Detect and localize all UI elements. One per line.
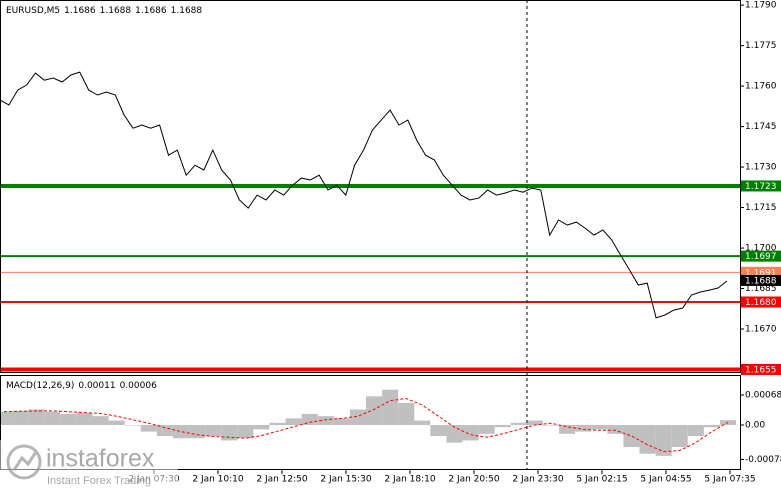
macd-bar bbox=[687, 424, 704, 437]
macd-bar bbox=[430, 424, 447, 437]
level-tag bbox=[741, 363, 781, 375]
current-price-label: 1.1688 bbox=[745, 276, 777, 286]
macd-bar bbox=[333, 418, 350, 425]
macd-bar bbox=[494, 424, 511, 428]
watermark-tagline: Instant Forex Trading bbox=[47, 475, 151, 487]
macd-bar bbox=[703, 424, 720, 428]
macd-bar bbox=[623, 424, 640, 448]
macd-bar bbox=[140, 424, 157, 432]
macd-bar bbox=[317, 416, 334, 425]
x-tick-label: 2 Jan 15:30 bbox=[320, 475, 372, 485]
x-tick-label: 2 Jan 20:50 bbox=[448, 475, 500, 485]
level-tag bbox=[741, 296, 781, 308]
macd-bar bbox=[124, 424, 141, 426]
macd-bar bbox=[575, 424, 592, 432]
x-tick-label: 2 Jan 10:10 bbox=[192, 475, 244, 485]
y-tick-label: 1.1685 bbox=[745, 284, 777, 294]
y-tick-label: 1.1790 bbox=[745, 1, 777, 11]
macd-bar bbox=[366, 396, 383, 425]
x-tick-label: 5 Jan 04:55 bbox=[640, 475, 691, 485]
x-tick-label: 2 Jan 12:50 bbox=[256, 475, 308, 485]
macd-value: 0.00011 bbox=[78, 381, 115, 391]
ohlc-value: 1.1688 bbox=[100, 6, 132, 16]
level-label: 1.1691 bbox=[745, 268, 777, 278]
macd-bar bbox=[301, 413, 318, 425]
macd-bar bbox=[510, 422, 527, 425]
y-tick-label: -0.00078 bbox=[745, 455, 781, 465]
y-tick-label: 1.1760 bbox=[745, 82, 777, 92]
price-frame bbox=[0, 0, 741, 373]
level-tag bbox=[741, 266, 781, 278]
logo-ring bbox=[6, 444, 42, 480]
logo-arrow bbox=[12, 451, 38, 471]
macd-bar bbox=[639, 424, 656, 454]
macd-header: MACD(12,26,9) 0.00011 0.00006 bbox=[6, 381, 157, 391]
macd-bar bbox=[478, 424, 495, 434]
macd-bar bbox=[28, 409, 45, 425]
macd-bar bbox=[172, 424, 190, 439]
macd-bar bbox=[382, 389, 399, 425]
level-tag bbox=[741, 250, 781, 262]
y-tick-label: 1.1670 bbox=[745, 325, 777, 335]
macd-bar bbox=[205, 424, 222, 437]
macd-bar bbox=[253, 424, 270, 430]
macd-bar bbox=[559, 424, 576, 434]
y-tick-label: 0.00 bbox=[745, 420, 765, 430]
macd-bar bbox=[285, 418, 302, 425]
macd-bar bbox=[349, 409, 366, 425]
macd-bar bbox=[221, 424, 238, 441]
macd-bar bbox=[189, 424, 206, 439]
macd-bar bbox=[76, 412, 93, 425]
y-tick-label: 0.00068 bbox=[745, 390, 781, 400]
macd-bar bbox=[156, 424, 173, 437]
chart-title: EURUSD,M5 bbox=[6, 6, 60, 16]
y-tick-label: 1.1775 bbox=[745, 41, 777, 51]
macd-bar bbox=[44, 411, 61, 425]
signal-line bbox=[3, 397, 729, 453]
macd-bar bbox=[462, 424, 479, 441]
macd-bar bbox=[237, 424, 254, 439]
x-tick-label: 5 Jan 07:35 bbox=[704, 475, 755, 485]
macd-bar bbox=[542, 424, 560, 426]
level-label: 1.1680 bbox=[745, 298, 777, 308]
ohlc-value: 1.1686 bbox=[64, 6, 96, 16]
macd-bar bbox=[591, 424, 608, 430]
watermark-brand: instaforex bbox=[46, 445, 155, 473]
macd-bar bbox=[12, 410, 29, 425]
macd-bar bbox=[0, 411, 13, 425]
x-tick-label: 2 Jan 18:10 bbox=[384, 475, 436, 485]
macd-frame bbox=[0, 375, 741, 470]
macd-bar bbox=[269, 422, 286, 425]
macd-bar bbox=[671, 424, 688, 448]
y-tick-label: 1.1730 bbox=[745, 163, 777, 173]
x-tick-label: 5 Jan 02:15 bbox=[576, 475, 627, 485]
macd-bar bbox=[414, 420, 431, 425]
macd-bar bbox=[92, 416, 109, 425]
y-tick-label: 1.1700 bbox=[745, 244, 777, 254]
signal-value: 0.00006 bbox=[120, 381, 157, 391]
current-price-tag bbox=[741, 274, 781, 286]
level-label: 1.1723 bbox=[745, 182, 777, 192]
y-tick-label: 1.1745 bbox=[745, 122, 777, 132]
macd-bar bbox=[607, 424, 624, 434]
y-tick-label: 1.1715 bbox=[745, 203, 777, 213]
macd-bar bbox=[60, 413, 77, 425]
watermark: instaforex Instant Forex Trading bbox=[0, 440, 178, 489]
macd-title: MACD(12,26,9) bbox=[6, 381, 74, 391]
x-tick-label: 2 Jan 23:30 bbox=[512, 475, 564, 485]
price-line bbox=[0, 71, 728, 319]
macd-bar bbox=[655, 424, 672, 456]
level-tag bbox=[741, 180, 781, 192]
level-label: 1.1697 bbox=[745, 252, 777, 262]
chart-header: EURUSD,M5 1.1686 1.1688 1.1686 1.1688 bbox=[6, 6, 202, 16]
macd-bar bbox=[108, 420, 125, 425]
macd-bar bbox=[526, 420, 543, 425]
ohlc-value: 1.1686 bbox=[135, 6, 167, 16]
macd-bar bbox=[398, 402, 415, 425]
level-label: 1.1655 bbox=[745, 365, 777, 375]
ohlc-value: 1.1688 bbox=[171, 6, 203, 16]
